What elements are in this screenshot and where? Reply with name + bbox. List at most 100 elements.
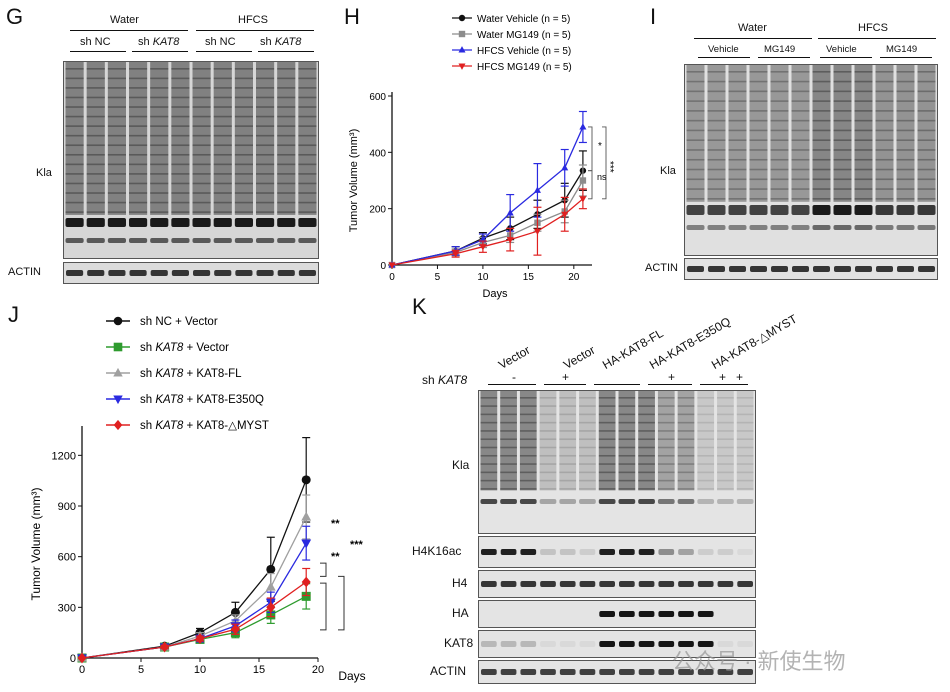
lane-band — [129, 238, 148, 243]
lane-band — [107, 96, 126, 99]
lane-band — [749, 188, 768, 190]
series-line — [81, 581, 307, 659]
blot-band — [717, 581, 734, 587]
lane-band — [107, 192, 126, 194]
lane-smear — [854, 65, 873, 202]
lane-band — [657, 488, 675, 490]
lane-band — [618, 405, 636, 407]
lane-band — [86, 115, 105, 118]
lane-band — [875, 225, 894, 230]
lane-band — [770, 139, 789, 141]
blot-band — [619, 669, 635, 675]
lane-band — [500, 479, 517, 482]
lane-band — [917, 149, 936, 151]
lane-band — [917, 225, 936, 230]
lane-band — [854, 100, 873, 102]
group-label-water: Water — [110, 14, 139, 26]
blot-band — [520, 669, 537, 675]
lane-band — [579, 430, 596, 432]
lane-band — [875, 178, 894, 181]
lane-band — [86, 153, 105, 156]
subgroup-label: MG149 — [886, 44, 918, 55]
watermark: 公众号 · 新使生物 — [672, 649, 846, 674]
lane-band — [896, 188, 915, 190]
lane-band — [833, 225, 852, 230]
lane-band — [171, 87, 190, 89]
lane-band — [129, 173, 148, 175]
blot-band — [638, 581, 655, 587]
blot-band — [855, 266, 872, 272]
legend-entry: sh KAT8 + Vector — [140, 342, 229, 354]
lane-band — [150, 115, 169, 118]
lane-band — [728, 119, 747, 122]
blot-band — [599, 549, 615, 555]
series — [77, 437, 311, 663]
lane-smear — [728, 65, 747, 202]
lane-band — [598, 430, 616, 432]
lane-band — [129, 163, 148, 166]
lane-band — [598, 471, 616, 474]
lane-band — [65, 218, 84, 227]
data-point — [265, 581, 276, 591]
lane-band — [812, 158, 831, 161]
data-point — [458, 30, 466, 38]
lane-smear — [749, 65, 768, 202]
blot-kla-g — [63, 61, 319, 259]
lane-band — [707, 71, 726, 73]
lane-band — [65, 192, 84, 194]
lane-smear — [277, 62, 296, 215]
lane-band — [736, 488, 754, 490]
group-bar-hfcs — [196, 30, 314, 31]
lane-band — [618, 471, 636, 474]
lane-band — [150, 238, 169, 243]
lane-band — [854, 129, 873, 132]
lane-smear — [791, 65, 810, 202]
lane-band — [854, 80, 873, 83]
lane-band — [519, 488, 537, 490]
data-point — [301, 475, 311, 485]
lane-band — [256, 144, 275, 147]
lane-band — [917, 158, 936, 161]
lane-band — [875, 139, 894, 141]
lane-band — [500, 430, 517, 432]
lane-band — [707, 100, 726, 102]
lane-band — [150, 182, 169, 185]
lane-band — [736, 438, 754, 441]
blot-band — [256, 270, 274, 276]
lane-band — [298, 134, 317, 137]
lane-band — [213, 201, 232, 204]
lane-band — [192, 211, 211, 213]
lane-band — [192, 218, 211, 227]
lane-smear — [618, 391, 636, 491]
lane-band — [917, 188, 936, 190]
lane-band — [579, 413, 596, 416]
series-line — [391, 198, 584, 266]
lane-band — [833, 178, 852, 181]
data-point — [458, 46, 466, 53]
y-tick-label: 200 — [369, 205, 386, 216]
significance-label: ** — [331, 518, 340, 530]
lane-band — [770, 80, 789, 83]
lane-band — [213, 153, 232, 156]
lane-band — [770, 149, 789, 151]
lane-smear — [559, 391, 577, 491]
lane-band — [791, 149, 810, 151]
lane-band — [854, 178, 873, 181]
lane-band — [749, 168, 768, 171]
legend-entry: Water MG149 (n = 5) — [477, 30, 571, 41]
blot-label-kat8: KAT8 — [444, 636, 474, 650]
blot-band — [579, 549, 596, 555]
lane-band — [728, 225, 747, 230]
lane-band — [896, 71, 915, 73]
x-tick-label: 10 — [477, 272, 489, 283]
lane-band — [736, 463, 754, 465]
lane-band — [657, 446, 675, 449]
lane-band — [171, 163, 190, 166]
lane-band — [717, 463, 734, 465]
lane-band — [770, 188, 789, 190]
lane-band — [749, 110, 768, 112]
lane-band — [686, 188, 705, 190]
blot-actin-k — [478, 660, 756, 684]
lane-band — [749, 90, 768, 93]
lane-band — [150, 163, 169, 166]
